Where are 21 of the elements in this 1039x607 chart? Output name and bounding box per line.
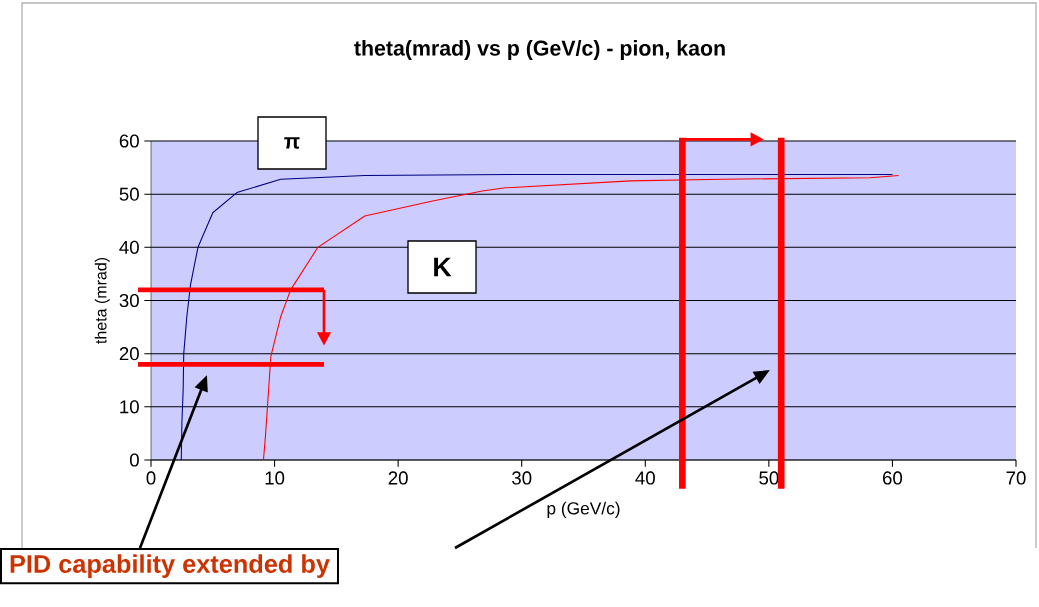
y-tick-label: 10 [120,400,139,414]
y-tick-label: 20 [119,347,139,361]
series-label: π [284,137,300,149]
x-tick-label: 60 [882,471,903,485]
x-tick-label: 30 [512,471,532,485]
text: PID capability extended by [10,554,330,578]
text: K [434,257,452,277]
x-tick-label: 20 [388,471,408,485]
y-tick-label: 30 [119,293,139,308]
x-tick-label: 50 [759,471,779,485]
x-tick-label: 10 [265,471,285,485]
y-tick-label: 60 [119,134,139,148]
x-tick-label: 70 [1006,471,1026,485]
y-tick-label: 0 [129,453,139,467]
y-tick-label: 50 [119,187,139,201]
x-tick-label: 40 [635,471,655,485]
y-axis-title: theta (mrad) [94,257,110,344]
x-axis-title: p (GeV/c) [547,501,620,518]
chart-title: theta(mrad) vs p (GeV/c) - pion, kaon [354,40,725,60]
y-tick-label: 40 [119,240,139,254]
x-tick-label: 0 [146,471,156,485]
